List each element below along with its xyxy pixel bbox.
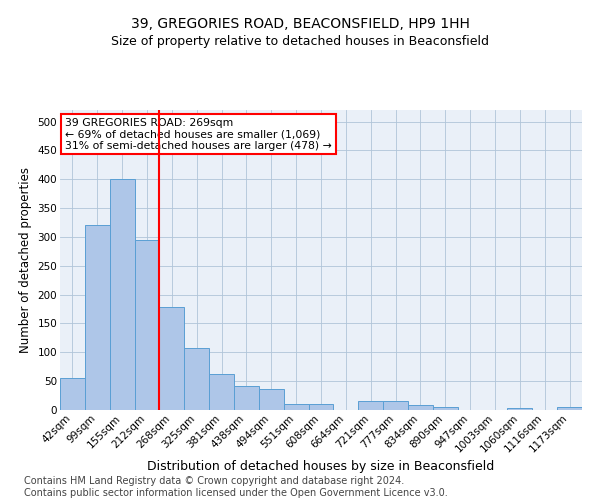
Text: Size of property relative to detached houses in Beaconsfield: Size of property relative to detached ho… xyxy=(111,35,489,48)
Bar xyxy=(160,308,184,410)
Text: 39, GREGORIES ROAD, BEACONSFIELD, HP9 1HH: 39, GREGORIES ROAD, BEACONSFIELD, HP9 1H… xyxy=(131,18,469,32)
Bar xyxy=(110,179,134,410)
Bar xyxy=(308,404,334,410)
Bar xyxy=(508,408,532,410)
Bar xyxy=(209,374,234,410)
Bar xyxy=(60,378,85,410)
Y-axis label: Number of detached properties: Number of detached properties xyxy=(19,167,32,353)
Bar xyxy=(234,386,259,410)
Bar xyxy=(408,406,433,410)
Bar xyxy=(557,407,582,410)
Text: Contains HM Land Registry data © Crown copyright and database right 2024.
Contai: Contains HM Land Registry data © Crown c… xyxy=(24,476,448,498)
Bar xyxy=(433,407,458,410)
Bar xyxy=(383,402,408,410)
Bar xyxy=(358,402,383,410)
Text: 39 GREGORIES ROAD: 269sqm
← 69% of detached houses are smaller (1,069)
31% of se: 39 GREGORIES ROAD: 269sqm ← 69% of detac… xyxy=(65,118,332,150)
Bar xyxy=(85,226,110,410)
X-axis label: Distribution of detached houses by size in Beaconsfield: Distribution of detached houses by size … xyxy=(148,460,494,473)
Bar xyxy=(184,348,209,410)
Bar xyxy=(284,404,308,410)
Bar xyxy=(259,389,284,410)
Bar xyxy=(134,240,160,410)
